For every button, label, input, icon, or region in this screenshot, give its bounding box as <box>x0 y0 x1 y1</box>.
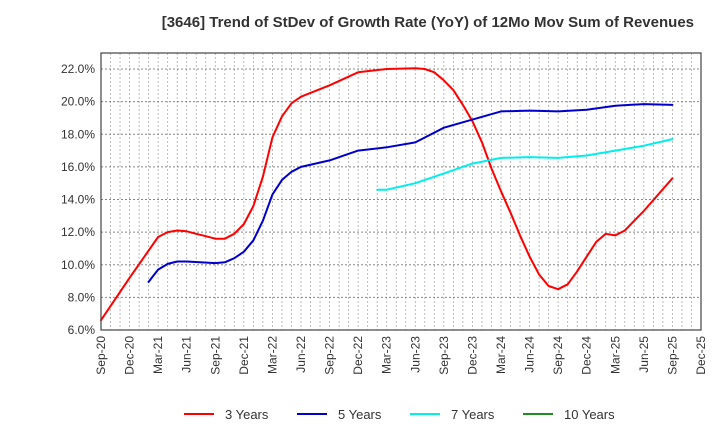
y-tick-label: 22.0% <box>61 62 95 76</box>
x-tick-label: Dec-23 <box>465 336 479 375</box>
x-tick-label: Sep-21 <box>208 336 222 375</box>
y-axis-ticks: 6.0% 8.0% 10.0% 12.0% 14.0% 16.0% 18.0% 20.0% 22… <box>61 62 95 337</box>
series-line-7-years <box>376 138 674 191</box>
y-tick-label: 12.0% <box>61 225 95 239</box>
x-tick-label: Mar-24 <box>494 336 508 374</box>
series-lines <box>100 67 674 322</box>
x-tick-label: Dec-21 <box>237 336 251 375</box>
x-tick-label: Mar-23 <box>380 336 394 374</box>
x-tick-label: Jun-21 <box>180 336 194 373</box>
legend-label: 10 Years <box>564 407 615 422</box>
y-tick-label: 16.0% <box>61 160 95 174</box>
x-tick-label: Mar-22 <box>265 336 279 374</box>
x-tick-label: Jun-25 <box>637 336 651 373</box>
series-line-5-years <box>147 103 674 283</box>
x-tick-label: Jun-23 <box>408 336 422 373</box>
x-tick-label: Jun-22 <box>294 336 308 373</box>
legend-label: 7 Years <box>451 407 495 422</box>
x-axis-ticks: Sep-20 Dec-20 Mar-21 Jun-21 Sep-21 Dec-21 Mar-… <box>94 336 708 375</box>
x-tick-label: Jun-24 <box>523 336 537 373</box>
legend-label: 5 Years <box>338 407 382 422</box>
horizontal-gridlines <box>101 68 701 298</box>
x-tick-label: Sep-20 <box>94 336 108 375</box>
chart-title: [3646] Trend of StDev of Growth Rate (Yo… <box>161 14 694 31</box>
x-tick-label: Dec-25 <box>694 336 708 375</box>
x-tick-label: Dec-20 <box>123 336 137 375</box>
y-tick-label: 14.0% <box>61 193 95 207</box>
x-tick-label: Sep-25 <box>665 336 679 375</box>
plot-frame <box>100 52 702 331</box>
x-tick-label: Sep-24 <box>551 336 565 375</box>
x-tick-label: Sep-22 <box>323 336 337 375</box>
y-tick-label: 18.0% <box>61 127 95 141</box>
series-line-3-years <box>100 67 674 322</box>
x-tick-label: Sep-23 <box>437 336 451 375</box>
legend-label: 3 Years <box>225 407 269 422</box>
y-tick-label: 6.0% <box>68 323 96 337</box>
x-tick-label: Dec-22 <box>351 336 365 375</box>
y-tick-label: 8.0% <box>68 290 96 304</box>
y-tick-label: 10.0% <box>61 258 95 272</box>
legend: 3 Years 5 Years 7 Years 10 Years <box>184 407 615 422</box>
x-tick-label: Mar-25 <box>608 336 622 374</box>
x-tick-label: Mar-21 <box>151 336 165 374</box>
plot-background <box>101 53 701 330</box>
x-tick-label: Dec-24 <box>580 336 594 375</box>
y-tick-label: 20.0% <box>61 95 95 109</box>
